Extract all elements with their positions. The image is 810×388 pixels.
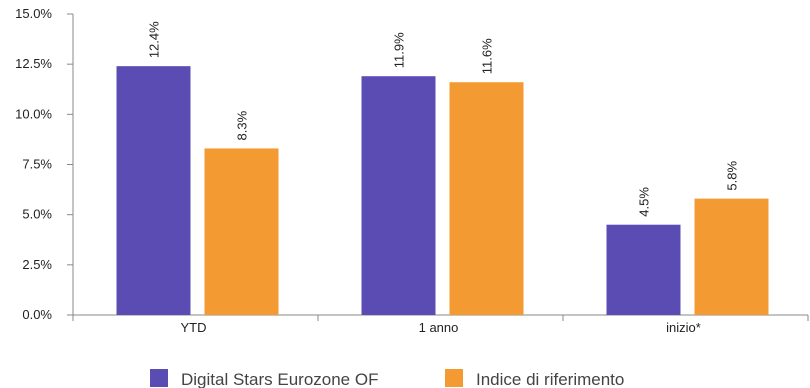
y-tick-label: 7.5%: [22, 157, 52, 172]
data-label: 12.4%: [147, 21, 162, 58]
data-label: 11.6%: [480, 38, 495, 74]
bar-fund: [361, 76, 436, 315]
y-tick-label: 2.5%: [22, 257, 52, 272]
bar-benchmark: [449, 82, 524, 315]
data-label: 4.5%: [637, 187, 652, 217]
x-tick-label: 1 anno: [419, 320, 459, 335]
legend-swatch: [445, 369, 463, 387]
x-tick-label: YTD: [181, 320, 207, 335]
y-tick-label: 12.5%: [15, 56, 52, 71]
bar-fund: [116, 66, 191, 315]
data-label: 8.3%: [235, 110, 250, 140]
legend-label: Digital Stars Eurozone OF: [181, 370, 378, 388]
y-tick-label: 10.0%: [15, 106, 52, 121]
data-label: 5.8%: [725, 161, 740, 191]
y-tick-label: 0.0%: [22, 307, 52, 322]
bar-fund: [606, 224, 681, 315]
legend-swatch: [150, 369, 168, 387]
bars: 12.4% 8.3% 11.9% 11.6% 4.5% 5.8%: [116, 21, 769, 315]
data-label: 11.9%: [392, 32, 407, 68]
y-axis-ticks: 0.0% 2.5% 5.0% 7.5% 10.0% 12.5% 15.0%: [15, 6, 73, 322]
y-tick-label: 15.0%: [15, 6, 52, 21]
bar-benchmark: [694, 198, 769, 315]
bar-benchmark: [204, 148, 279, 315]
legend-label: Indice di riferimento: [476, 370, 624, 388]
x-axis-ticks: YTD 1 anno inizio*: [72, 315, 809, 335]
y-tick-label: 5.0%: [22, 207, 52, 222]
x-tick-label: inizio*: [666, 320, 701, 335]
legend: Digital Stars Eurozone OF Indice di rifer…: [150, 369, 624, 388]
